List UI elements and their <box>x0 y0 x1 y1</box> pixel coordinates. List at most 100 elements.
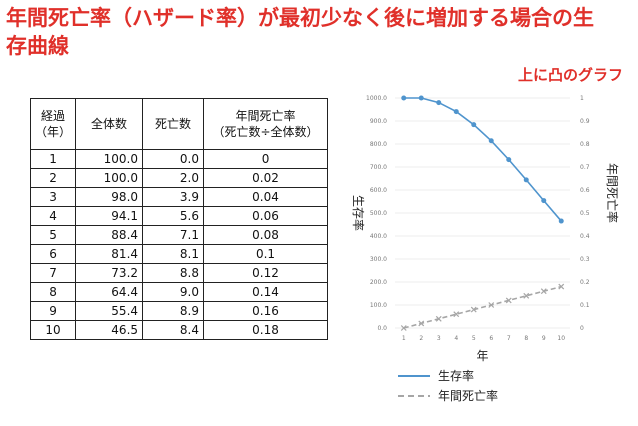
hazard-point <box>523 292 530 299</box>
x-tick-label: 8 <box>524 335 528 342</box>
chart-series <box>400 95 565 331</box>
x-tick-label: 1 <box>402 335 406 342</box>
table-header-row: 経過 （年） 全体数 死亡数 年間死亡率 （死亡数÷全体数） <box>29 98 329 150</box>
header-deaths: 死亡数 <box>142 98 205 150</box>
table-cell: 9.0 <box>142 282 205 302</box>
table-cell: 4 <box>29 206 77 226</box>
table-cell: 2 <box>29 168 77 188</box>
y-tick-label: 200.0 <box>370 279 387 286</box>
table-cell: 94.1 <box>75 206 144 226</box>
y-tick-label: 300.0 <box>370 256 387 263</box>
hazard-point <box>488 302 495 308</box>
table-cell: 0.04 <box>203 187 329 207</box>
survival-point <box>418 95 424 101</box>
hazard-point <box>558 283 565 290</box>
table-cell: 6 <box>29 244 77 264</box>
table-cell: 0 <box>203 149 329 169</box>
table-cell: 3.9 <box>142 187 205 207</box>
table-cell: 0.02 <box>203 168 329 188</box>
table-cell: 0.18 <box>203 320 329 340</box>
survival-point <box>506 157 512 163</box>
y-tick-label: 700.0 <box>370 164 387 171</box>
survival-line <box>403 97 562 222</box>
survival-point <box>453 109 459 115</box>
y2-tick-label: 0.4 <box>580 233 590 240</box>
hazard-point <box>470 306 477 313</box>
y-tick-label: 100.0 <box>370 302 387 309</box>
table-cell: 0.1 <box>203 244 329 264</box>
table-row: 10 46.5 8.4 0.18 <box>29 320 329 340</box>
table-cell: 0.14 <box>203 282 329 302</box>
table-cell: 0.08 <box>203 225 329 245</box>
y-tick-label: 800.0 <box>370 141 387 148</box>
table-cell: 0.0 <box>142 149 205 169</box>
table-cell: 81.4 <box>75 244 144 264</box>
x-tick-label: 10 <box>557 335 565 342</box>
y2-tick-label: 0.2 <box>580 279 590 286</box>
survival-point <box>401 95 407 101</box>
header-total: 全体数 <box>75 98 144 150</box>
table-row: 6 81.4 8.1 0.1 <box>29 244 329 264</box>
table-cell: 55.4 <box>75 301 144 321</box>
header-year: 経過 （年） <box>29 98 77 150</box>
table-cell: 0.16 <box>203 301 329 321</box>
annotation-label: 上に凸のグラフ <box>518 66 624 84</box>
chart-ticks: 0.0100.0200.0300.0400.0500.0600.0700.080… <box>366 95 590 342</box>
hazard-point <box>540 288 547 295</box>
survival-point <box>558 218 564 224</box>
y-tick-label: 500.0 <box>370 210 387 217</box>
table-cell: 8.8 <box>142 263 205 283</box>
hazard-line <box>403 285 562 329</box>
table-row: 3 98.0 3.9 0.04 <box>29 187 329 207</box>
y2-tick-label: 0.5 <box>580 210 590 217</box>
y-tick-label: 1000.0 <box>366 95 387 102</box>
data-table: 経過 （年） 全体数 死亡数 年間死亡率 （死亡数÷全体数） 1 100.0 0.0 0 2… <box>29 98 329 340</box>
table-cell: 73.2 <box>75 263 144 283</box>
survival-chart: 0.0100.0200.0300.0400.0500.0600.0700.080… <box>351 95 620 403</box>
table-cell: 3 <box>29 187 77 207</box>
x-tick-label: 7 <box>507 335 511 342</box>
table-cell: 9 <box>29 301 77 321</box>
table-cell: 100.0 <box>75 149 144 169</box>
y2-tick-label: 0 <box>580 325 584 332</box>
y2-tick-label: 1 <box>580 95 584 102</box>
y2-axis-label: 年間死亡率 <box>605 163 620 223</box>
hazard-point <box>418 320 425 327</box>
y2-tick-label: 0.8 <box>580 141 590 148</box>
table-cell: 7.1 <box>142 225 205 245</box>
survival-point <box>523 177 529 183</box>
table-cell: 8.4 <box>142 320 205 340</box>
table-cell: 0.06 <box>203 206 329 226</box>
survival-point <box>541 198 547 204</box>
table-cell: 8.1 <box>142 244 205 264</box>
table-cell: 0.12 <box>203 263 329 283</box>
y2-tick-label: 0.1 <box>580 302 590 309</box>
hazard-point <box>400 325 407 331</box>
table-row: 2 100.0 2.0 0.02 <box>29 168 329 188</box>
y2-tick-label: 0.6 <box>580 187 590 194</box>
table-cell: 2.0 <box>142 168 205 188</box>
survival-point <box>471 122 477 128</box>
hazard-point <box>435 315 442 322</box>
y2-tick-label: 0.3 <box>580 256 590 263</box>
table-cell: 46.5 <box>75 320 144 340</box>
y-axis-label: 生存率 <box>351 195 366 231</box>
table-cell: 88.4 <box>75 225 144 245</box>
table-cell: 5.6 <box>142 206 205 226</box>
table-row: 8 64.4 9.0 0.14 <box>29 282 329 302</box>
survival-point <box>436 100 442 106</box>
table-row: 7 73.2 8.8 0.12 <box>29 263 329 283</box>
y-tick-label: 600.0 <box>370 187 387 194</box>
table-cell: 8.9 <box>142 301 205 321</box>
hazard-point <box>505 297 512 304</box>
table-cell: 1 <box>29 149 77 169</box>
y2-tick-label: 0.7 <box>580 164 590 171</box>
survival-point <box>488 138 494 144</box>
table-cell: 98.0 <box>75 187 144 207</box>
legend-label: 生存率 <box>438 368 474 383</box>
x-tick-label: 3 <box>437 335 441 342</box>
table-cell: 100.0 <box>75 168 144 188</box>
table-row: 5 88.4 7.1 0.08 <box>29 225 329 245</box>
y-tick-label: 900.0 <box>370 118 387 125</box>
y2-tick-label: 0.9 <box>580 118 590 125</box>
